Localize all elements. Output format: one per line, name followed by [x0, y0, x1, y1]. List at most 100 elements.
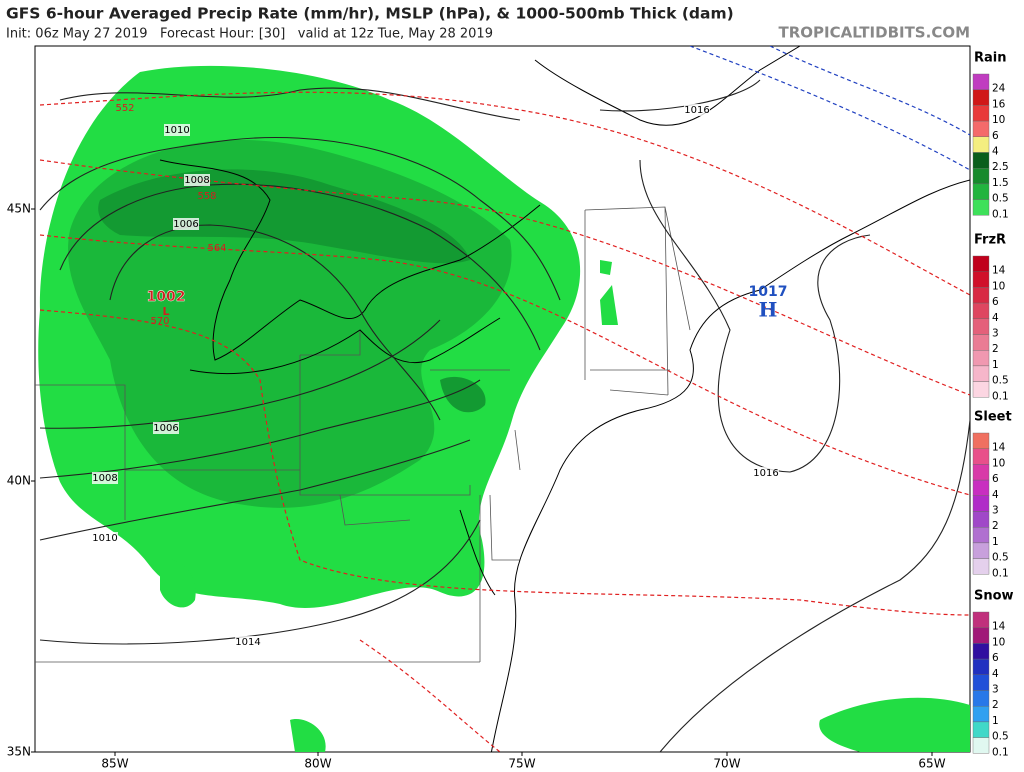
legend-swatch	[972, 737, 990, 754]
legend-label: 24	[992, 83, 1006, 95]
isobar-label: 1006	[153, 423, 178, 434]
thickness-label: 570	[150, 316, 169, 327]
coastlines	[159, 46, 970, 752]
isobar-label: 1016	[753, 468, 778, 479]
legend-swatch	[972, 136, 990, 153]
legend-label: 0.5	[992, 375, 1009, 387]
legend-swatch	[972, 365, 990, 382]
thickness-label: 564	[207, 243, 226, 254]
legend-swatch	[972, 152, 990, 169]
legend-label: 4	[992, 489, 999, 501]
state-borders	[35, 206, 691, 663]
legend-swatch	[972, 120, 990, 137]
legend-label: 3	[992, 684, 999, 696]
lon-label: 85W	[101, 757, 128, 771]
legend-swatch	[972, 334, 990, 351]
isobar-label-bg	[92, 472, 118, 484]
legend-label: 6	[992, 473, 999, 485]
legend-label: 2.5	[992, 161, 1009, 173]
low-value: 1002	[147, 289, 186, 305]
legend-swatch	[972, 558, 990, 575]
legend-swatch	[972, 73, 990, 90]
legend-label: 3	[992, 505, 999, 517]
legend-swatch	[972, 527, 990, 544]
isobar-label-bg	[753, 467, 779, 479]
isobar-label-bg	[92, 532, 118, 544]
isobar-label: 1008	[184, 175, 209, 186]
low-symbol: L	[162, 305, 169, 318]
legend-title: Sleet	[974, 410, 1012, 425]
legend-swatch	[972, 627, 990, 644]
legend-label: 1	[992, 715, 999, 727]
precip-light	[160, 260, 970, 752]
legend-label: 1.5	[992, 177, 1009, 189]
legend-label: 0.1	[992, 390, 1009, 402]
legend-swatch	[972, 432, 990, 449]
legend-swatch	[972, 658, 990, 675]
legend-label: 10	[992, 457, 1005, 469]
thickness-lines	[39, 46, 970, 752]
legend-label: 4	[992, 312, 999, 324]
legend-label: 2	[992, 699, 999, 711]
legend-swatch	[972, 674, 990, 691]
legend-label: 1	[992, 359, 999, 371]
legend-label: 16	[992, 98, 1006, 110]
site-name: TROPICALTIDBITS.COM	[779, 24, 971, 42]
legend-label: 0.1	[992, 567, 1009, 579]
legend-label: 6	[992, 130, 999, 142]
legend-label: 0.1	[992, 208, 1009, 220]
legend-swatch	[972, 464, 990, 481]
isobar-label-bg	[164, 124, 190, 136]
lat-label: 40N	[7, 474, 31, 488]
legend-title: Rain	[974, 51, 1007, 66]
legend-label: 0.5	[992, 731, 1009, 743]
legend-swatch	[972, 511, 990, 528]
isobar-label: 1006	[173, 219, 198, 230]
isobar-label: 1010	[164, 125, 189, 136]
legend-label: 10	[992, 114, 1005, 126]
legend-label: 14	[992, 265, 1006, 277]
legend-swatch	[972, 643, 990, 660]
legend-label: 2	[992, 343, 999, 355]
legend-swatch	[972, 287, 990, 304]
subtitle: Init: 06z May 27 2019 Forecast Hour: [30…	[6, 27, 493, 42]
legend-label: 6	[992, 296, 999, 308]
precip-heavy	[98, 169, 486, 413]
lon-label: 70W	[713, 757, 740, 771]
legend-swatch	[972, 542, 990, 559]
isobar-label: 1016	[684, 105, 709, 116]
title: GFS 6-hour Averaged Precip Rate (mm/hr),…	[6, 5, 734, 23]
legend-swatch	[972, 89, 990, 106]
isobar-label: 1008	[92, 473, 117, 484]
legend-label: 14	[992, 442, 1006, 454]
legend-swatch	[972, 183, 990, 200]
legend-swatch	[972, 105, 990, 122]
legend-label: 1	[992, 536, 999, 548]
legend-label: 0.1	[992, 746, 1009, 758]
legend-swatch	[972, 255, 990, 272]
lat-label: 45N	[7, 202, 31, 216]
legend-swatch	[972, 706, 990, 723]
lon-label: 75W	[508, 757, 535, 771]
isobar-label: 1010	[92, 533, 117, 544]
legend-swatch	[972, 318, 990, 335]
legend-label: 10	[992, 280, 1005, 292]
legend-title: Snow	[974, 589, 1014, 604]
legend-swatch	[972, 448, 990, 465]
legend-swatch	[972, 495, 990, 512]
legend-label: 4	[992, 668, 999, 680]
legend-label: 0.5	[992, 193, 1009, 205]
isobar-label-bg	[184, 174, 210, 186]
thickness-label: 552	[115, 103, 134, 114]
legend-label: 14	[992, 621, 1006, 633]
isobar-label: 1014	[235, 637, 260, 648]
legend-swatch	[972, 690, 990, 707]
isobar-label-bg	[684, 104, 710, 116]
legend-swatch	[972, 271, 990, 288]
legend-title: FrzR	[974, 233, 1006, 248]
legend-swatch	[972, 302, 990, 320]
legend-label: 3	[992, 328, 999, 340]
